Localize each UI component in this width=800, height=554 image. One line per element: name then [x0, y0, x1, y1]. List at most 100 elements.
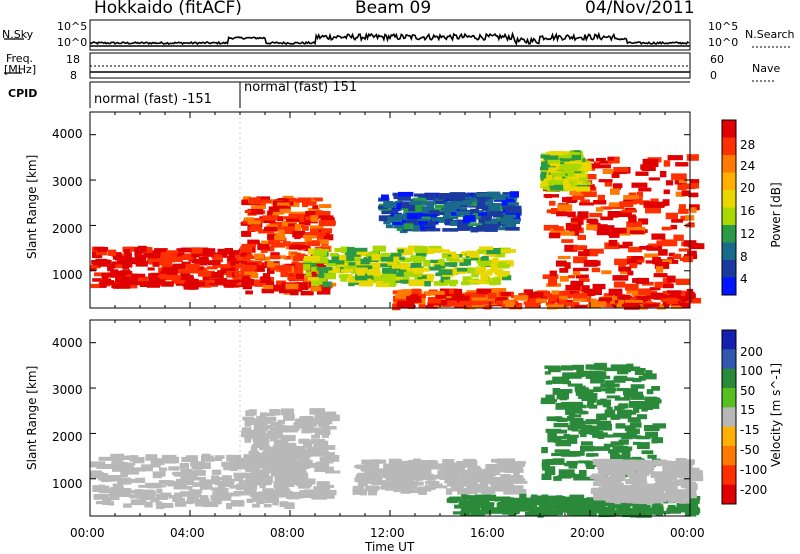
power-cell	[262, 215, 278, 221]
power-cell	[650, 292, 664, 298]
velocity-cell	[200, 495, 209, 502]
velocity-cell	[363, 459, 371, 466]
power-cell	[680, 296, 693, 302]
power-cell	[408, 204, 416, 212]
velocity-cell	[551, 496, 566, 501]
power-cell	[455, 267, 468, 272]
velocity-cell	[604, 409, 616, 415]
power-cell	[276, 280, 287, 288]
power-cell	[579, 202, 594, 206]
power-cell	[426, 274, 433, 280]
power-cell	[111, 274, 125, 278]
power-cell	[451, 254, 460, 259]
power-cell	[462, 216, 471, 224]
velocity-cell	[438, 463, 451, 470]
velocity-cell	[509, 477, 517, 484]
power-cell	[443, 279, 459, 285]
beam-title: Beam 09	[355, 0, 432, 18]
xtick-2400: 00:00	[670, 526, 705, 540]
velocity-cell	[661, 471, 677, 478]
power-cell	[400, 249, 414, 255]
power-cell	[417, 275, 428, 280]
power-cbar-swatch	[722, 155, 736, 173]
power-cell	[477, 249, 490, 254]
power-cell	[635, 226, 645, 232]
velocity-cbar-tick-m50: -50	[740, 443, 760, 457]
power-cell	[245, 255, 255, 259]
power-cbar-tick-16: 16	[740, 204, 756, 218]
power-cell	[410, 263, 422, 268]
power-cell	[425, 213, 438, 218]
velocity-cell	[355, 474, 366, 481]
power-cell	[524, 301, 541, 308]
velocity-cell	[599, 473, 606, 480]
power-cell	[456, 295, 470, 303]
velocity-cell	[262, 416, 277, 422]
power-cell	[645, 260, 662, 264]
power-cell	[621, 209, 637, 213]
power-cell	[543, 194, 559, 198]
power-cell	[310, 286, 322, 292]
power-cell	[689, 207, 697, 213]
power-cell	[344, 265, 361, 272]
velocity-cell	[673, 506, 690, 511]
power-cell	[644, 253, 659, 258]
power-cell	[484, 225, 498, 232]
power-cbar-tick-4: 4	[740, 272, 748, 286]
power-cell	[548, 278, 558, 286]
velocity-cell	[277, 442, 288, 448]
power-cell	[495, 264, 510, 269]
power-cell	[550, 292, 558, 299]
velocity-cell	[318, 418, 328, 424]
power-cell	[587, 158, 594, 162]
velocity-ytick-4000: 4000	[52, 336, 83, 350]
velocity-cell	[581, 476, 597, 481]
power-cell	[490, 264, 498, 271]
velocity-cell	[575, 390, 584, 396]
power-cell	[654, 281, 663, 288]
velocity-cell	[240, 480, 254, 485]
power-cell	[570, 218, 584, 225]
power-cell	[378, 215, 391, 222]
velocity-cell	[657, 476, 666, 481]
velocity-cell	[681, 459, 695, 465]
power-cell	[241, 199, 251, 206]
velocity-cell	[629, 410, 637, 415]
velocity-cbar-swatch	[722, 407, 736, 428]
power-cell	[319, 204, 332, 209]
power-cell	[101, 272, 109, 280]
velocity-cell	[634, 483, 646, 489]
power-cell	[478, 210, 485, 215]
power-cell	[282, 226, 297, 230]
power-cell	[320, 217, 335, 221]
velocity-cell	[629, 486, 636, 490]
velocity-cell	[655, 478, 663, 485]
power-cell	[227, 258, 243, 262]
power-cell	[437, 193, 453, 200]
velocity-cell	[129, 494, 139, 499]
velocity-cell	[598, 511, 610, 518]
velocity-cell	[398, 484, 413, 490]
velocity-cell	[665, 492, 673, 498]
velocity-cell	[179, 463, 189, 469]
nsky-tick-bottom: 10^0	[57, 36, 88, 49]
power-cell	[628, 215, 637, 223]
power-cell	[550, 228, 566, 236]
power-cell	[392, 290, 403, 295]
power-cell	[671, 173, 687, 180]
velocity-cell	[485, 502, 494, 509]
power-cell	[683, 304, 691, 309]
power-cell	[662, 283, 674, 289]
nsearch-label: N.Search	[745, 28, 795, 41]
power-cell	[419, 216, 431, 221]
power-cell	[412, 259, 423, 264]
velocity-cell	[315, 461, 330, 468]
velocity-cell	[573, 477, 585, 481]
power-cell	[423, 259, 431, 267]
power-cell	[236, 256, 251, 261]
power-cell	[413, 193, 425, 197]
power-cell	[107, 272, 115, 278]
velocity-cell	[273, 439, 282, 445]
velocity-cell	[313, 419, 321, 423]
velocity-cell	[562, 380, 571, 385]
